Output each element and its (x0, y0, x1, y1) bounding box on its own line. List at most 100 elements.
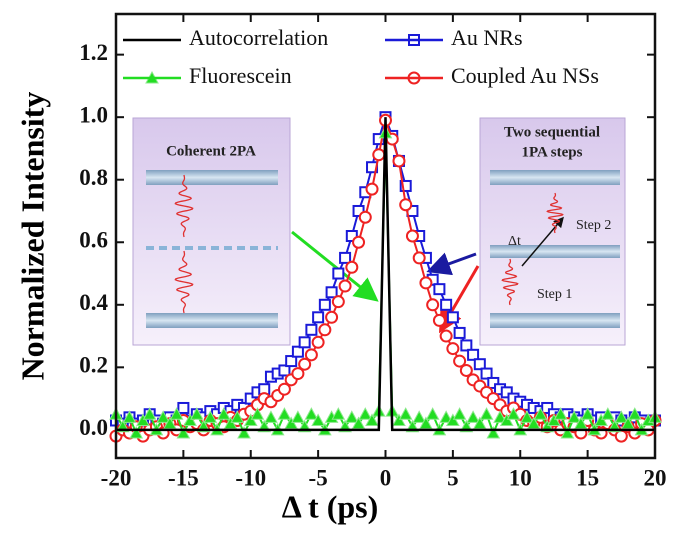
marker-triangle (439, 410, 453, 423)
marker-circle (277, 382, 291, 396)
marker-triangle (230, 410, 245, 423)
wave-packet (174, 174, 194, 238)
marker-triangle (136, 413, 150, 426)
band (490, 170, 620, 185)
y-tick-label: 0.0 (79, 415, 108, 440)
marker-triangle (493, 410, 507, 423)
marker-square (177, 401, 190, 414)
marker-triangle (190, 407, 204, 420)
marker-triangle (311, 413, 325, 426)
x-axis-label: Δ t (ps) (282, 488, 379, 524)
marker-triangle (520, 410, 534, 423)
marker-triangle (243, 413, 258, 426)
marker-triangle (506, 407, 521, 420)
y-tick-label: 0.8 (79, 165, 108, 190)
wave-packet (501, 258, 519, 306)
marker-triangle (398, 407, 413, 420)
marker-circle (419, 276, 433, 290)
plot-area (109, 34, 662, 443)
marker-square (446, 311, 459, 324)
marker-triangle (351, 416, 366, 430)
marker-triangle (412, 410, 427, 423)
marker-circle (318, 323, 332, 337)
marker-triangle (547, 413, 561, 426)
marker-circle (358, 210, 372, 224)
marker-square (332, 267, 345, 280)
marker-triangle (533, 407, 548, 420)
plot-frame (114, 12, 657, 460)
inset-box (132, 117, 291, 346)
marker-square (305, 323, 318, 336)
x-tick-label: 5 (447, 465, 459, 490)
marker-square (312, 311, 325, 324)
marker-triangle (122, 410, 137, 423)
marker-triangle (594, 413, 608, 426)
marker-square (500, 386, 513, 399)
marker-square (399, 179, 412, 192)
y-tick-label: 1.2 (79, 40, 108, 65)
marker-circle (352, 235, 366, 249)
marker-triangle (203, 410, 218, 423)
marker-triangle (291, 410, 305, 423)
y-tick-label: 1.0 (79, 102, 108, 127)
marker-square (372, 133, 385, 146)
marker-square (318, 298, 331, 311)
marker-square (467, 348, 480, 361)
marker-triangle (574, 416, 588, 430)
x-tick-label: -10 (235, 465, 266, 490)
marker-square (291, 345, 304, 358)
marker-triangle (621, 416, 635, 430)
x-tick-label: 10 (509, 465, 532, 490)
x-tick-label: 15 (576, 465, 599, 490)
inset-title: Two sequential (504, 124, 600, 140)
pointer-arrow (291, 230, 379, 302)
step-label: Step 2 (576, 218, 611, 233)
marker-circle (439, 329, 453, 343)
marker-circle (405, 229, 419, 243)
marker-triangle (392, 413, 406, 426)
x-tick-label: -20 (101, 465, 132, 490)
marker-triangle (183, 413, 197, 426)
marker-circle (459, 363, 473, 377)
series-line (116, 117, 655, 432)
marker-triangle (526, 416, 541, 430)
marker-square (339, 251, 352, 264)
marker-square (487, 376, 500, 389)
marker-square (473, 358, 486, 371)
marker-triangle (176, 425, 191, 439)
marker-square (453, 326, 466, 339)
marker-circle (392, 154, 406, 168)
marker-triangle (142, 407, 157, 420)
marker-triangle (304, 407, 319, 420)
marker-circle (331, 295, 345, 309)
marker-triangle (553, 407, 568, 420)
inset-title: Coherent 2PA (166, 143, 256, 159)
delta-t: Δt (508, 234, 521, 249)
marker-triangle (216, 407, 231, 420)
y-axis-label: Normalized Intensity (14, 92, 50, 381)
marker-square (460, 339, 473, 352)
inset-title: 1PA steps (522, 144, 583, 160)
marker-circle (325, 310, 339, 324)
marker-triangle (169, 407, 184, 420)
legend-label: Fluorescein (189, 63, 292, 88)
marker-triangle (365, 413, 379, 426)
marker-triangle (472, 416, 487, 430)
band (146, 313, 278, 328)
x-tick-label: -5 (309, 465, 328, 490)
marker-square (541, 401, 554, 414)
y-tick-label: 0.4 (79, 290, 108, 315)
step-label: Step 1 (537, 287, 572, 302)
marker-triangle (344, 410, 359, 423)
marker-circle (345, 260, 359, 274)
marker-triangle (419, 416, 433, 430)
marker-triangle (560, 425, 575, 439)
y-tick-label: 0.6 (79, 228, 108, 253)
x-tick-label: -15 (168, 465, 199, 490)
marker-triangle (331, 407, 346, 420)
marker-triangle (446, 413, 460, 426)
marker-square (480, 367, 493, 380)
marker-triangle (223, 416, 238, 430)
marker-circle (365, 182, 379, 196)
marker-square (433, 283, 446, 296)
